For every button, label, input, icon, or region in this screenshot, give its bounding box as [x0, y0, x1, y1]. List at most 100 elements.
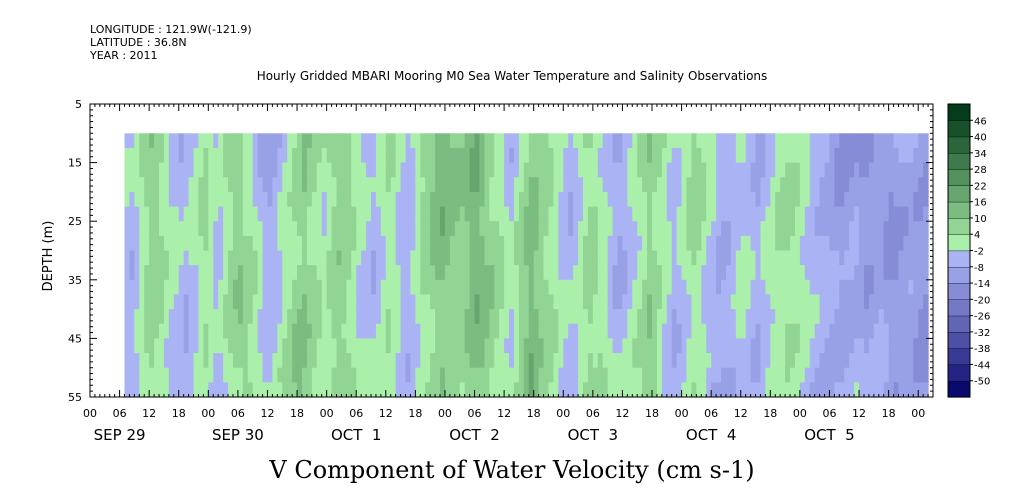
heatmap-cell — [509, 133, 515, 149]
heatmap-cell — [168, 353, 175, 369]
heatmap-cell — [765, 177, 771, 193]
heatmap-cell — [213, 323, 219, 339]
heatmap-cell — [188, 353, 195, 369]
heatmap-cell — [366, 206, 372, 222]
heatmap-cell — [129, 294, 135, 310]
heatmap-cell — [237, 162, 244, 178]
heatmap-cell — [878, 133, 885, 149]
heatmap-cell — [923, 177, 929, 193]
heatmap-cell — [794, 382, 801, 398]
heatmap-cell — [513, 162, 520, 178]
heatmap-cell — [277, 323, 283, 339]
heatmap-cell — [794, 367, 801, 383]
heatmap-cell — [410, 382, 416, 398]
heatmap-cell — [533, 206, 540, 222]
heatmap-cell — [144, 177, 150, 193]
heatmap-cell — [533, 338, 540, 354]
heatmap-cell — [361, 323, 367, 339]
heatmap-cell — [454, 338, 461, 354]
heatmap-cell — [780, 206, 786, 222]
heatmap-cell — [218, 279, 224, 296]
heatmap-cell — [528, 162, 535, 178]
heatmap-cell — [666, 191, 673, 208]
heatmap-cell — [134, 250, 140, 266]
heatmap-cell — [420, 367, 426, 383]
heatmap-cell — [563, 133, 569, 149]
heatmap-cell — [282, 265, 288, 281]
heatmap-cell — [706, 235, 712, 252]
heatmap-cell — [538, 279, 545, 296]
heatmap-cell — [410, 235, 416, 252]
heatmap-cell — [518, 177, 525, 193]
heatmap-cell — [301, 206, 308, 222]
heatmap-cell — [252, 221, 259, 237]
heatmap-cell — [750, 133, 757, 149]
heatmap-cell — [129, 367, 135, 383]
heatmap-cell — [878, 235, 885, 252]
heatmap-cell — [410, 294, 416, 310]
heatmap-cell — [578, 221, 584, 237]
heatmap-cell — [232, 235, 239, 252]
heatmap-cell — [903, 338, 909, 354]
heatmap-cell — [297, 191, 303, 208]
heatmap-cell — [464, 353, 471, 369]
heatmap-cell — [371, 177, 377, 193]
heatmap-cell — [430, 382, 436, 398]
heatmap-cell — [780, 338, 786, 354]
heatmap-cell — [642, 162, 648, 178]
heatmap-cell — [582, 367, 589, 383]
heatmap-cell — [188, 221, 195, 237]
heatmap-cell — [420, 294, 426, 310]
heatmap-cell — [721, 147, 727, 164]
heatmap-cell — [765, 235, 771, 252]
heatmap-cell — [444, 221, 451, 237]
heatmap-cell — [346, 309, 352, 325]
heatmap-cell — [558, 250, 564, 266]
heatmap-cell — [213, 191, 219, 208]
heatmap-cell — [183, 367, 190, 383]
heatmap-cell — [923, 323, 929, 339]
heatmap-cell — [642, 265, 648, 281]
heatmap-cell — [568, 323, 574, 339]
heatmap-cell — [913, 250, 919, 266]
heatmap-cell — [548, 353, 554, 369]
heatmap-cell — [903, 279, 909, 296]
heatmap-cell — [262, 338, 269, 354]
heatmap-cell — [839, 279, 845, 296]
heatmap-cell — [257, 235, 264, 252]
heatmap-cell — [785, 265, 791, 281]
heatmap-cell — [331, 177, 338, 193]
heatmap-cell — [311, 235, 318, 252]
heatmap-cell — [469, 191, 476, 208]
heatmap-cell — [336, 177, 343, 193]
heatmap-cell — [780, 191, 786, 208]
heatmap-cell — [208, 294, 214, 310]
heatmap-cell — [691, 235, 697, 252]
heatmap-cell — [780, 133, 786, 149]
heatmap-cell — [282, 191, 288, 208]
heatmap-cell — [144, 382, 150, 398]
heatmap-cell — [814, 206, 821, 222]
heatmap-cell — [183, 250, 190, 266]
heatmap-cell — [578, 250, 584, 266]
heatmap-cell — [735, 309, 742, 325]
heatmap-cell — [356, 309, 362, 325]
x-tick-label: 00 — [556, 407, 570, 420]
heatmap-cell — [509, 177, 515, 193]
heatmap-cell — [681, 206, 688, 222]
heatmap-cell — [578, 279, 584, 296]
heatmap-cell — [489, 279, 495, 296]
heatmap-cell — [676, 177, 683, 193]
heatmap-cell — [612, 338, 619, 354]
heatmap-cell — [760, 147, 766, 164]
heatmap-cell — [395, 177, 402, 193]
heatmap-cell — [361, 309, 367, 325]
heatmap-cell — [198, 279, 204, 296]
heatmap-cell — [696, 162, 702, 178]
heatmap-cell — [903, 353, 909, 369]
heatmap-cell — [706, 338, 712, 354]
heatmap-cell — [533, 323, 540, 339]
heatmap-cell — [371, 353, 377, 369]
heatmap-cell — [371, 367, 377, 383]
heatmap-cell — [301, 250, 308, 266]
